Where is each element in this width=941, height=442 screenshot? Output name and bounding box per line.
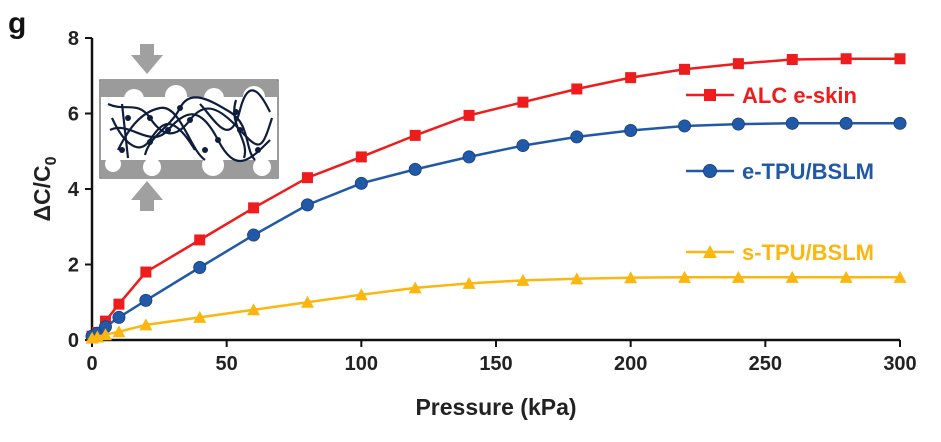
data-point xyxy=(785,270,799,283)
y-axis-title-subscript: 0 xyxy=(43,156,60,165)
series-layer xyxy=(85,53,907,344)
legend: ALC e-skin e-TPU/BSLM s-TPU/BSLM xyxy=(686,83,874,265)
data-point xyxy=(300,198,314,212)
data-point xyxy=(354,288,368,301)
legend-marker xyxy=(704,89,716,101)
legend-marker xyxy=(703,245,717,258)
data-point xyxy=(570,130,584,144)
data-point xyxy=(570,272,584,285)
data-point xyxy=(571,83,583,95)
data-point xyxy=(678,270,692,283)
data-point xyxy=(98,328,112,341)
data-point xyxy=(731,270,745,283)
legend-marker xyxy=(703,163,718,178)
data-point xyxy=(624,123,638,137)
data-point xyxy=(247,228,261,242)
y-axis-title: ΔC/C0 xyxy=(29,156,60,221)
legend-entry: s-TPU/BSLM xyxy=(686,240,874,265)
inset-bottom-plate xyxy=(101,160,277,177)
panel-label: g xyxy=(8,7,26,40)
data-point xyxy=(463,109,475,121)
x-axis-title: Pressure (kPa) xyxy=(415,394,576,420)
data-point xyxy=(678,119,692,133)
series-s-tpu-bslm xyxy=(85,270,907,344)
y-tick-label: 0 xyxy=(68,330,79,352)
inset-schematic xyxy=(99,44,279,211)
data-point xyxy=(786,54,798,66)
x-tick-label: 50 xyxy=(216,353,238,375)
data-point xyxy=(731,117,745,131)
data-point xyxy=(517,96,529,108)
inset-particles xyxy=(105,85,271,176)
data-point xyxy=(247,303,261,316)
y-axis-title-main: ΔC/C xyxy=(29,165,55,221)
x-tick-label: 150 xyxy=(479,353,512,375)
data-point xyxy=(139,293,153,307)
data-point xyxy=(139,318,153,331)
data-point xyxy=(893,270,907,283)
y-tick-label: 6 xyxy=(68,104,79,126)
y-tick-label: 2 xyxy=(68,255,79,277)
data-point xyxy=(140,266,152,278)
data-point xyxy=(893,116,907,130)
x-tick-label: 200 xyxy=(614,353,647,375)
data-point xyxy=(113,298,125,310)
data-point xyxy=(301,172,313,184)
data-point xyxy=(300,295,314,308)
data-point xyxy=(516,273,530,286)
data-point xyxy=(408,162,422,176)
legend-label: e-TPU/BSLM xyxy=(742,159,874,184)
data-point xyxy=(408,281,422,294)
legend-label: ALC e-skin xyxy=(742,83,857,108)
legend-entry: ALC e-skin xyxy=(686,83,857,108)
data-point xyxy=(679,63,691,75)
inset-up-arrow xyxy=(131,181,163,211)
inset-top-plate xyxy=(101,81,277,97)
data-point xyxy=(839,116,853,130)
data-point xyxy=(839,270,853,283)
data-point xyxy=(732,58,744,70)
y-axis-ticks: 0 2 4 6 8 xyxy=(68,28,92,352)
data-point xyxy=(354,176,368,190)
x-tick-label: 250 xyxy=(749,353,782,375)
data-point xyxy=(409,129,421,141)
series-alc-e-skin xyxy=(86,53,906,342)
data-point xyxy=(193,310,207,323)
x-axis-ticks: 0 50 100 150 200 250 300 xyxy=(86,340,917,375)
y-tick-label: 4 xyxy=(68,179,80,201)
series-line xyxy=(91,276,900,340)
data-point xyxy=(624,271,638,284)
data-point xyxy=(112,310,126,324)
data-point xyxy=(625,72,637,84)
legend-entry: e-TPU/BSLM xyxy=(686,159,874,184)
y-tick-label: 8 xyxy=(68,28,79,50)
series-e-tpu-bslm xyxy=(85,116,907,343)
x-tick-label: 0 xyxy=(86,353,97,375)
data-point xyxy=(112,325,126,338)
inset-crosslink-dots xyxy=(119,105,261,153)
data-point xyxy=(462,276,476,289)
data-point xyxy=(355,151,367,163)
x-tick-label: 100 xyxy=(345,353,378,375)
data-point xyxy=(194,234,206,246)
inset-down-arrow xyxy=(131,44,163,74)
data-point xyxy=(516,139,530,153)
data-point xyxy=(785,116,799,130)
data-point xyxy=(462,150,476,164)
x-tick-label: 300 xyxy=(883,353,916,375)
data-point xyxy=(193,261,207,275)
data-point xyxy=(894,53,906,65)
data-point xyxy=(248,202,260,214)
data-point xyxy=(840,53,852,65)
legend-label: s-TPU/BSLM xyxy=(742,240,874,265)
